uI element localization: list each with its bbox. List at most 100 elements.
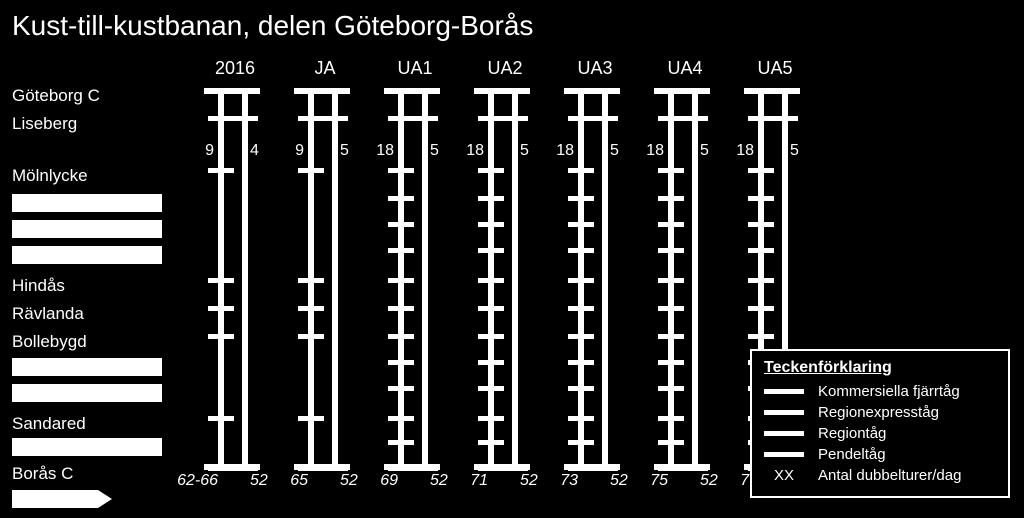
station-tick xyxy=(748,196,774,201)
legend-label: Antal dubbelturer/dag xyxy=(818,467,961,484)
station-tick xyxy=(298,306,324,311)
legend-label: Regiontåg xyxy=(818,425,886,442)
track-rail xyxy=(242,88,248,468)
upper-count-right: 5 xyxy=(700,142,709,160)
station-tick xyxy=(232,466,258,471)
lower-count-left: 75 xyxy=(650,472,668,490)
station-tick xyxy=(568,196,594,201)
station-tick xyxy=(658,222,684,227)
station-tick xyxy=(592,88,618,93)
legend-xx: XX xyxy=(764,467,804,484)
station-tick xyxy=(502,466,528,471)
station-tick xyxy=(322,466,348,471)
station-tick xyxy=(208,306,234,311)
station-tick xyxy=(502,116,528,121)
station-tick xyxy=(592,116,618,121)
station-tick xyxy=(658,416,684,421)
station-label: Borås C xyxy=(12,464,73,484)
legend-row: Regiontåg xyxy=(764,425,996,442)
station-tick xyxy=(478,416,504,421)
legend-swatch xyxy=(764,452,804,457)
station-tick xyxy=(388,248,414,253)
track-rail xyxy=(602,88,608,468)
station-tick xyxy=(748,334,774,339)
lower-count-right: 52 xyxy=(610,472,628,490)
station-tick xyxy=(388,306,414,311)
station-tick xyxy=(682,466,708,471)
station-tick xyxy=(658,466,684,471)
station-label: Hindås xyxy=(12,276,65,296)
station-tick xyxy=(568,222,594,227)
station-tick xyxy=(232,116,258,121)
station-tick xyxy=(298,466,324,471)
blank-station-box xyxy=(12,384,162,402)
station-tick xyxy=(322,116,348,121)
station-tick xyxy=(388,416,414,421)
column-header: UA4 xyxy=(640,58,730,79)
column-header: UA3 xyxy=(550,58,640,79)
upper-count-left: 18 xyxy=(556,142,574,160)
track-rail xyxy=(512,88,518,468)
station-tick xyxy=(568,416,594,421)
column-header: UA1 xyxy=(370,58,460,79)
station-tick xyxy=(322,88,348,93)
station-label: Göteborg C xyxy=(12,86,100,106)
station-tick xyxy=(658,334,684,339)
legend-swatch xyxy=(764,389,804,394)
station-tick xyxy=(388,116,414,121)
station-tick xyxy=(388,278,414,283)
station-tick xyxy=(388,196,414,201)
column-header: UA2 xyxy=(460,58,550,79)
lower-count-right: 52 xyxy=(520,472,538,490)
station-tick xyxy=(658,116,684,121)
arrow-icon xyxy=(98,490,112,508)
station-label: Rävlanda xyxy=(12,304,84,324)
station-label: Sandared xyxy=(12,414,86,434)
blank-station-box xyxy=(12,438,162,456)
arrow-box xyxy=(12,490,98,508)
station-tick xyxy=(412,116,438,121)
legend: Teckenförklaring Kommersiella fjärrtåg Re… xyxy=(750,349,1010,498)
station-tick xyxy=(748,248,774,253)
station-tick xyxy=(208,466,234,471)
station-tick xyxy=(658,196,684,201)
legend-row: Kommersiella fjärrtåg xyxy=(764,383,996,400)
station-tick xyxy=(388,386,414,391)
station-tick xyxy=(298,416,324,421)
station-tick xyxy=(478,222,504,227)
scenario-column: 9462-6652 xyxy=(190,88,280,488)
station-tick xyxy=(658,360,684,365)
station-tick xyxy=(682,88,708,93)
blank-station-box xyxy=(12,220,162,238)
station-tick xyxy=(568,360,594,365)
column-header: 2016 xyxy=(190,58,280,79)
upper-count-right: 5 xyxy=(610,142,619,160)
lower-count-right: 52 xyxy=(250,472,268,490)
lower-count-right: 52 xyxy=(700,472,718,490)
station-tick xyxy=(748,88,774,93)
station-tick xyxy=(772,116,798,121)
station-label: Bollebygd xyxy=(12,332,87,352)
upper-count-left: 9 xyxy=(205,142,214,160)
station-tick xyxy=(568,306,594,311)
scenario-column: 1857552 xyxy=(640,88,730,488)
station-tick xyxy=(658,88,684,93)
station-tick xyxy=(478,360,504,365)
station-tick xyxy=(682,116,708,121)
station-tick xyxy=(412,466,438,471)
station-tick xyxy=(658,440,684,445)
station-tick xyxy=(232,88,258,93)
station-tick xyxy=(658,168,684,173)
legend-row: Pendeltåg xyxy=(764,446,996,463)
track-rail xyxy=(332,88,338,468)
station-tick xyxy=(478,334,504,339)
station-tick xyxy=(568,466,594,471)
legend-title: Teckenförklaring xyxy=(764,359,996,377)
station-tick xyxy=(388,222,414,227)
legend-label: Pendeltåg xyxy=(818,446,886,463)
upper-count-left: 18 xyxy=(376,142,394,160)
column-header: UA5 xyxy=(730,58,820,79)
station-tick xyxy=(298,334,324,339)
lower-count-left: 69 xyxy=(380,472,398,490)
station-tick xyxy=(658,306,684,311)
